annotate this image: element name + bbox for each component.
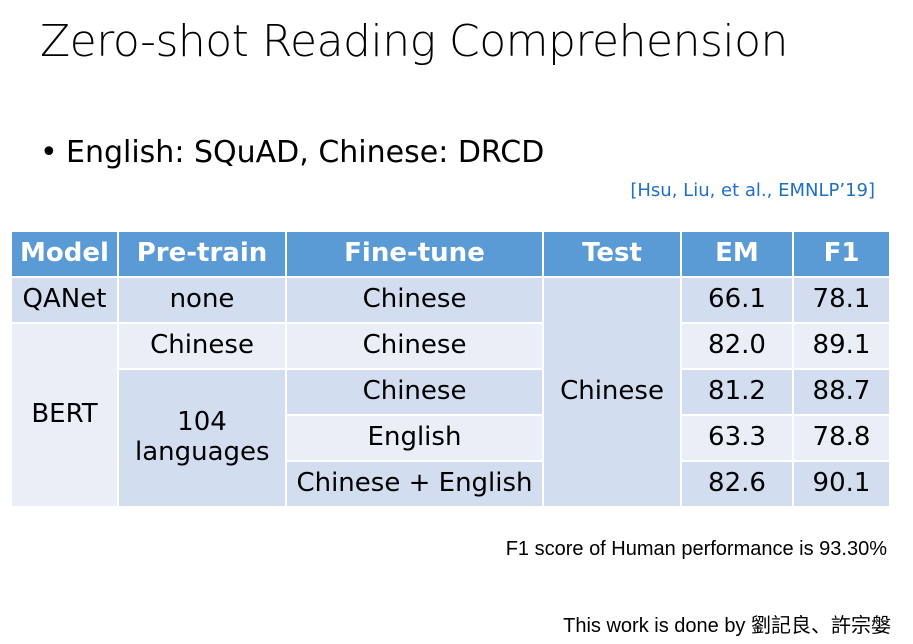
pretrain-cell: none — [117, 276, 287, 324]
em-cell: 66.1 — [680, 276, 794, 324]
finetune-cell: Chinese — [285, 368, 544, 416]
finetune-cell: Chinese — [285, 276, 544, 324]
table-row: English 63.3 78.8 — [11, 414, 891, 462]
f1-cell: 78.1 — [792, 276, 891, 324]
finetune-cell: Chinese + English — [285, 460, 544, 508]
bullet-text: English: SQuAD, Chinese: DRCD — [66, 135, 545, 170]
model-cell: BERT — [10, 322, 119, 508]
table-row: BERT Chinese Chinese 82.0 89.1 — [10, 322, 891, 508]
header-pretrain: Pre-train — [117, 230, 287, 278]
test-cell: Chinese — [542, 276, 682, 508]
header-model: Model — [10, 230, 119, 278]
header-f1: F1 — [792, 230, 891, 278]
header-finetune: Fine-tune — [285, 230, 544, 278]
f1-cell: 88.7 — [792, 368, 891, 416]
header-em: EM — [680, 230, 794, 278]
bullet-dot: • — [40, 135, 58, 170]
citation: [Hsu, Liu, et al., EMNLP’19] — [630, 180, 875, 201]
pretrain-cell: 104 languages — [117, 368, 287, 508]
f1-cell: 78.8 — [792, 414, 891, 462]
human-performance-note: F1 score of Human performance is 93.30% — [505, 538, 887, 560]
results-table: Model Pre-train Fine-tune Test EM F1 QAN… — [10, 230, 891, 508]
finetune-cell: English — [285, 414, 544, 462]
slide-title: Zero-shot Reading Comprehension — [40, 16, 788, 67]
table-row: 104 languages Chinese 81.2 88.7 — [11, 368, 891, 508]
em-cell: 63.3 — [680, 414, 794, 462]
em-cell: 82.6 — [680, 460, 794, 508]
table-row: QANet none Chinese Chinese 66.1 78.1 — [10, 276, 891, 508]
model-cell: QANet — [10, 276, 119, 324]
table-row: Chinese + English 82.6 90.1 — [11, 460, 891, 508]
f1-cell: 89.1 — [792, 322, 891, 370]
bullet-point: • English: SQuAD, Chinese: DRCD — [40, 135, 544, 170]
table-header-row: Model Pre-train Fine-tune Test EM F1 — [10, 230, 891, 278]
credit-line: This work is done by 劉記良、許宗媻 — [563, 615, 891, 637]
header-test: Test — [542, 230, 682, 278]
f1-cell: 90.1 — [792, 460, 891, 508]
em-cell: 82.0 — [680, 322, 794, 370]
em-cell: 81.2 — [680, 368, 794, 416]
finetune-cell: Chinese — [285, 322, 544, 370]
pretrain-cell: Chinese — [117, 322, 287, 370]
